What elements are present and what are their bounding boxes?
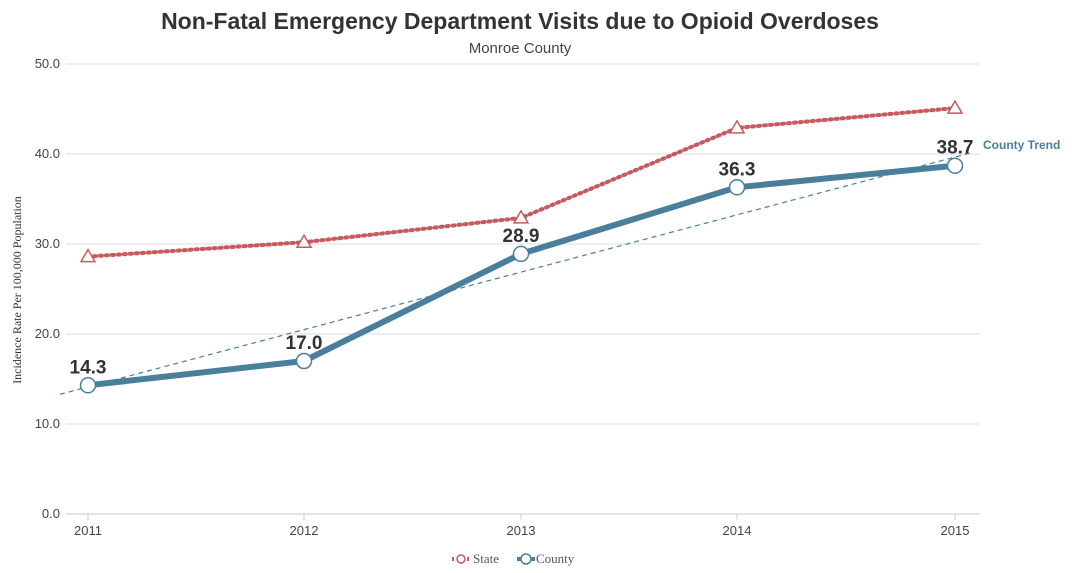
x-axis-ticks: 2011 2012 2013 2014 2015	[74, 514, 969, 538]
x-tick-label: 2013	[507, 523, 536, 538]
state-point-2011[interactable]	[79, 248, 97, 263]
chart-title: Non-Fatal Emergency Department Visits du…	[161, 8, 879, 34]
x-tick-label: 2012	[290, 523, 319, 538]
y-tick-label: 30.0	[35, 236, 60, 251]
y-tick-label: 10.0	[35, 416, 60, 431]
county-point-2011[interactable]	[79, 377, 97, 394]
x-tick-label: 2011	[74, 523, 102, 538]
y-tick-label: 0.0	[42, 506, 60, 521]
data-label-layer: 14.3 17.0 28.9 36.3 38.7	[70, 138, 974, 379]
county-value-label-2012: 17.0	[286, 333, 323, 354]
x-tick-label: 2015	[941, 523, 970, 538]
chart-subtitle: Monroe County	[469, 40, 572, 57]
county-point-2015[interactable]	[946, 157, 964, 174]
marker-layer	[79, 99, 964, 394]
county-trend-label: County Trend	[983, 138, 1060, 152]
county-value-label-2011: 14.3	[70, 357, 107, 378]
y-tick-label: 50.0	[35, 56, 60, 71]
y-axis-ticks: 0.0 10.0 20.0 30.0 40.0 50.0	[35, 56, 60, 521]
y-axis-label: Incidence Rate Per 100,000 Population	[10, 196, 24, 384]
state-point-2012[interactable]	[295, 233, 313, 248]
county-point-2014[interactable]	[728, 179, 746, 196]
state-point-2013[interactable]	[512, 209, 530, 224]
county-value-label-2014: 36.3	[719, 159, 756, 180]
legend: State County	[452, 551, 575, 566]
county-value-label-2013: 28.9	[503, 226, 540, 247]
gridlines	[66, 63, 980, 515]
y-tick-label: 40.0	[35, 146, 60, 161]
legend-item-state[interactable]: State	[452, 551, 499, 566]
x-tick-label: 2014	[723, 523, 752, 538]
legend-item-county[interactable]: County	[517, 551, 575, 566]
legend-county-marker	[520, 553, 532, 565]
trend-layer: County Trend	[59, 138, 1060, 395]
legend-county-label: County	[536, 551, 575, 566]
legend-state-label: State	[473, 551, 499, 566]
state-point-2015[interactable]	[946, 99, 964, 114]
county-point-2012[interactable]	[295, 352, 313, 370]
y-tick-label: 20.0	[35, 326, 60, 341]
county-point-2013[interactable]	[512, 245, 530, 263]
state-point-2014[interactable]	[728, 119, 746, 134]
legend-state-marker	[456, 554, 466, 564]
county-trend-line	[59, 152, 971, 395]
county-value-label-2015: 38.7	[937, 138, 974, 159]
